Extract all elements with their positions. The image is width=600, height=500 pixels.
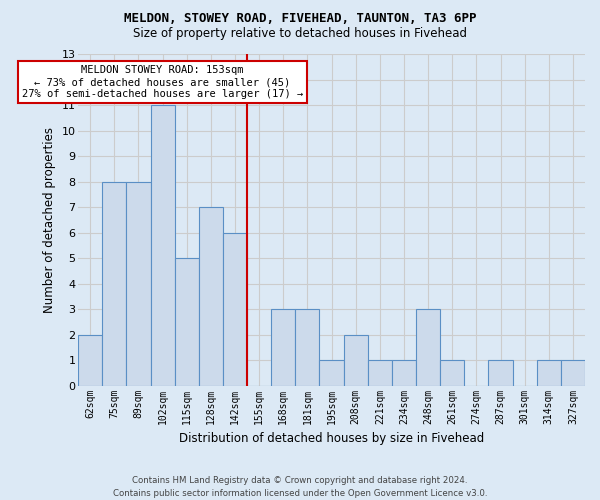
Bar	[440, 360, 464, 386]
Bar	[416, 309, 440, 386]
Bar	[102, 182, 127, 386]
Text: MELDON STOWEY ROAD: 153sqm
← 73% of detached houses are smaller (45)
27% of semi: MELDON STOWEY ROAD: 153sqm ← 73% of deta…	[22, 66, 303, 98]
Bar	[199, 207, 223, 386]
Bar	[151, 105, 175, 386]
X-axis label: Distribution of detached houses by size in Fivehead: Distribution of detached houses by size …	[179, 432, 484, 445]
Bar	[537, 360, 561, 386]
Bar	[175, 258, 199, 386]
Y-axis label: Number of detached properties: Number of detached properties	[43, 127, 56, 313]
Bar	[561, 360, 585, 386]
Text: Contains HM Land Registry data © Crown copyright and database right 2024.
Contai: Contains HM Land Registry data © Crown c…	[113, 476, 487, 498]
Bar	[488, 360, 512, 386]
Text: MELDON, STOWEY ROAD, FIVEHEAD, TAUNTON, TA3 6PP: MELDON, STOWEY ROAD, FIVEHEAD, TAUNTON, …	[124, 12, 476, 26]
Bar	[295, 309, 319, 386]
Bar	[127, 182, 151, 386]
Bar	[344, 334, 368, 386]
Bar	[368, 360, 392, 386]
Bar	[223, 232, 247, 386]
Text: Size of property relative to detached houses in Fivehead: Size of property relative to detached ho…	[133, 28, 467, 40]
Bar	[319, 360, 344, 386]
Bar	[78, 334, 102, 386]
Bar	[392, 360, 416, 386]
Bar	[271, 309, 295, 386]
